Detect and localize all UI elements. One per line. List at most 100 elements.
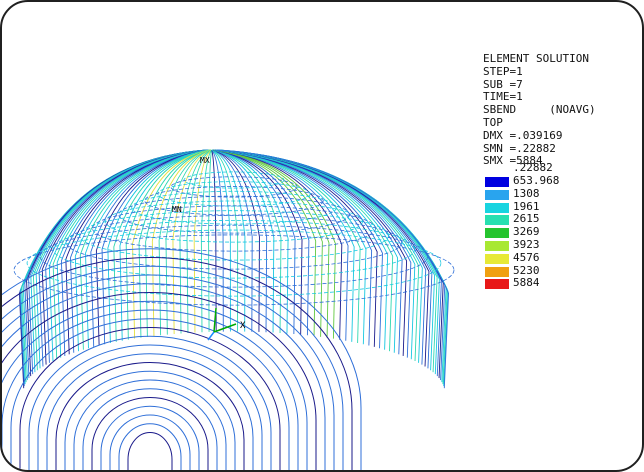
- legend-band-value: 1961: [513, 199, 540, 213]
- legend-band-row: 653.968: [483, 174, 642, 194]
- mesh-hoop: [144, 186, 324, 216]
- legend-header-line: SMN =.22882: [483, 141, 556, 155]
- arch-line: [46, 353, 254, 470]
- arch-line: [55, 362, 245, 470]
- mesh-line: [172, 149, 212, 334]
- legend-band-row: 1308: [483, 187, 642, 207]
- axis-x-label: X: [240, 321, 246, 331]
- legend-swatch: [485, 266, 509, 277]
- legend-band-row: 2615: [483, 213, 642, 232]
- mesh-line: [200, 149, 212, 333]
- arch-line: [2, 309, 299, 470]
- arch-line: [64, 370, 236, 470]
- arch-line: [10, 318, 290, 470]
- legend-header-line: TOP: [483, 115, 503, 129]
- mesh-hoop: [65, 215, 403, 270]
- mesh-hoop: [170, 176, 298, 198]
- legend-swatch: [485, 215, 509, 226]
- legend-min-value: .22882: [513, 161, 553, 175]
- mesh-line: [212, 149, 253, 332]
- legend-header-line: SBEND (NOAVG): [483, 103, 596, 117]
- arch-line: [73, 379, 227, 470]
- mesh-hoop: [26, 229, 442, 297]
- legend-header-line: SMX =5884: [483, 154, 543, 168]
- legend-band-value: 2615: [513, 212, 540, 226]
- z-axis-line: [207, 331, 215, 341]
- y-axis-line: [213, 307, 217, 333]
- arch-line: [127, 432, 173, 470]
- arch-line: [2, 300, 308, 470]
- arch-line: [118, 423, 182, 470]
- dome-mesh: [13, 149, 455, 389]
- legend-band-value: 653.968: [513, 173, 560, 187]
- legend-band-row: 1961: [483, 200, 642, 220]
- mesh-line: [165, 149, 212, 335]
- mesh-hoop: [183, 171, 285, 189]
- legend-swatch: [485, 189, 509, 200]
- mesh-hoop: [39, 224, 429, 288]
- mesh-line: [212, 149, 296, 334]
- arch-line: [2, 265, 344, 470]
- legend-band-value: 1308: [513, 186, 540, 200]
- opening-arches: [2, 248, 362, 470]
- arch-line: [2, 257, 353, 470]
- mesh-line: [179, 149, 212, 334]
- legend-band-row: 5884: [483, 277, 642, 296]
- mesh-line: [158, 149, 211, 336]
- legend-header-line: DMX =.039169: [483, 128, 563, 142]
- legend-swatch: [485, 176, 509, 187]
- mesh-hoop: [78, 210, 390, 261]
- arch-line: [2, 292, 317, 470]
- legend-swatch: [485, 202, 509, 213]
- mesh-line: [151, 149, 211, 337]
- arch-line: [2, 248, 362, 470]
- legend-header-line: SUB =7: [483, 77, 523, 91]
- arch-line: [109, 414, 191, 470]
- mesh-line: [211, 149, 217, 332]
- mesh-line: [212, 149, 260, 332]
- axis-triad: X: [207, 307, 246, 341]
- mesh-line: [211, 149, 231, 332]
- legend-band-row: 3269: [483, 225, 642, 245]
- legend-swatch: [485, 228, 509, 239]
- legend-header: ELEMENT SOLUTION STEP=1 SUB =7 TIME=1 SBEND …: [483, 52, 642, 168]
- mesh-hoop: [13, 234, 455, 306]
- legend-band-value: 3269: [513, 225, 540, 239]
- legend-swatch: [485, 253, 509, 264]
- legend-band-row: 5230: [483, 264, 642, 284]
- arch-line: [82, 388, 218, 470]
- mesh-line: [208, 149, 213, 332]
- legend-swatch: [485, 279, 509, 290]
- mesh-line: [212, 149, 275, 333]
- x-axis-line: [213, 323, 237, 333]
- legend-band-value: 4576: [513, 250, 540, 264]
- mesh-hoop: [52, 219, 416, 279]
- arch-line: [19, 327, 281, 470]
- mesh-line: [212, 149, 303, 335]
- arch-line: [100, 405, 200, 470]
- arch-line: [28, 335, 272, 470]
- legend-band-row: 3923: [483, 238, 642, 258]
- arch-line: [2, 283, 326, 470]
- legend-header-line: TIME=1: [483, 90, 523, 104]
- mesh-line: [216, 149, 450, 389]
- max-marker: MX: [200, 156, 210, 165]
- contour-legend: ELEMENT SOLUTION STEP=1 SUB =7 TIME=1 SBEND …: [483, 52, 642, 296]
- legend-band-value: 5230: [513, 263, 540, 277]
- mesh-line: [212, 149, 289, 334]
- legend-band-value: 3923: [513, 237, 540, 251]
- legend-header-line: STEP=1: [483, 64, 523, 78]
- legend-header-line: ELEMENT SOLUTION: [483, 52, 589, 65]
- arch-line: [91, 397, 209, 470]
- legend-bands: 653.968 1308 1961 2615 3269 3923 4576 5230 5884: [483, 174, 642, 296]
- arch-line: [37, 344, 263, 470]
- legend-min-row: .22882: [483, 161, 642, 181]
- legend-swatch: [485, 240, 509, 251]
- arch-line: [2, 274, 335, 470]
- min-marker: MN: [172, 205, 182, 214]
- mesh-hoop: [118, 195, 350, 234]
- legend-band-value: 5884: [513, 276, 540, 290]
- mesh-hoop: [92, 205, 376, 252]
